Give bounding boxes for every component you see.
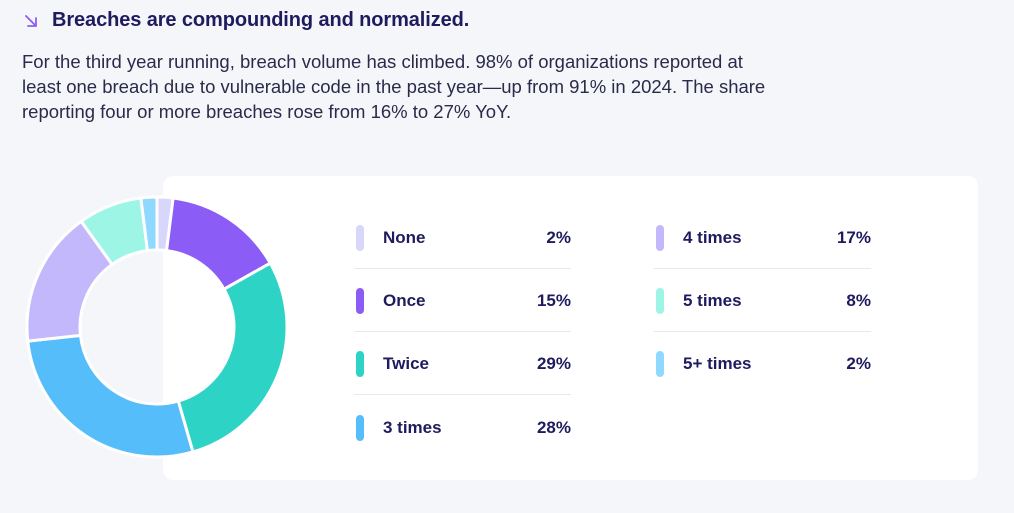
section-heading: Breaches are compounding and normalized. xyxy=(22,9,469,32)
legend-value: 29% xyxy=(536,353,571,373)
legend-value: 2% xyxy=(846,354,871,373)
legend-swatch xyxy=(656,351,664,377)
page-title: Breaches are compounding and normalized. xyxy=(52,9,470,31)
chart-card xyxy=(163,176,978,480)
legend-value: 2% xyxy=(546,227,571,247)
legend-label: Twice xyxy=(383,353,429,373)
description-text: For the third year running, breach volum… xyxy=(22,51,766,122)
donut-slice-twice xyxy=(176,261,289,454)
legend-swatch xyxy=(356,224,364,251)
legend-item: 3 times 28% xyxy=(354,397,571,459)
donut-slice-3-times xyxy=(26,333,195,459)
legend-swatch xyxy=(656,287,664,314)
legend-value: 28% xyxy=(536,418,571,437)
legend-swatch xyxy=(656,224,664,251)
legend-value: 17% xyxy=(836,227,871,247)
legend-item: None 2% xyxy=(354,207,571,269)
legend-label: 5+ times xyxy=(683,354,752,373)
legend-label: None xyxy=(383,227,426,247)
legend-label: 4 times xyxy=(683,227,742,247)
legend-label: Once xyxy=(383,290,426,310)
legend-label: 3 times xyxy=(383,418,442,437)
donut-chart xyxy=(25,195,289,459)
arrow-down-right-icon xyxy=(22,12,40,30)
legend-item: 5+ times 2% xyxy=(654,333,871,395)
legend-value: 15% xyxy=(536,290,571,310)
legend-value: 8% xyxy=(846,290,871,310)
legend-swatch xyxy=(356,415,364,441)
donut-slice-5-times xyxy=(139,195,159,253)
legend-label: 5 times xyxy=(683,290,742,310)
legend-swatch xyxy=(356,350,364,377)
legend-item: Once 15% xyxy=(354,270,571,332)
legend-item: Twice 29% xyxy=(354,333,571,395)
legend-item: 4 times 17% xyxy=(654,207,871,269)
legend-item: 5 times 8% xyxy=(654,270,871,332)
legend-swatch xyxy=(356,287,364,314)
